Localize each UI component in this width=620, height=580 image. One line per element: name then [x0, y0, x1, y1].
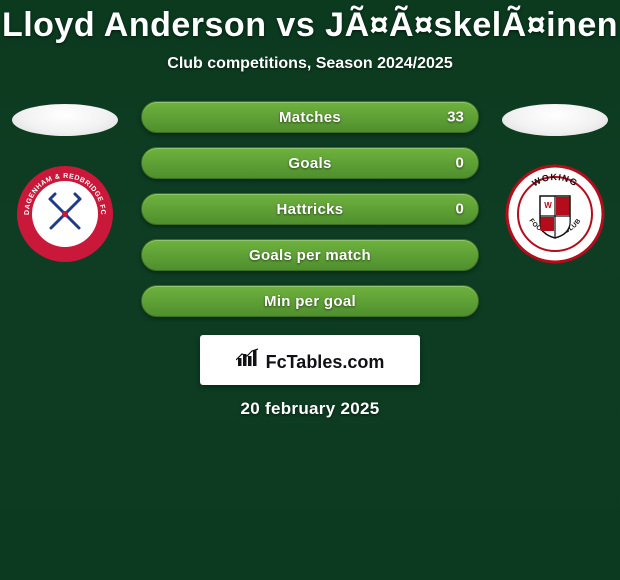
comparison-body: DAGENHAM & REDBRIDGE FC 1992 Matches 33 — [0, 107, 620, 317]
stat-label: Matches — [279, 109, 341, 126]
left-player-silhouette — [12, 104, 118, 136]
page-subtitle: Club competitions, Season 2024/2025 — [0, 55, 620, 73]
brand-text: FcTables.com — [266, 352, 385, 373]
stat-label: Hattricks — [277, 201, 344, 218]
svg-text:1992: 1992 — [55, 226, 74, 236]
stat-label: Goals — [288, 155, 331, 172]
brand-inner: FcTables.com — [236, 348, 385, 373]
brand-badge: FcTables.com — [200, 335, 420, 385]
stat-bar-hattricks: Hattricks 0 — [141, 193, 479, 225]
stat-label: Min per goal — [264, 293, 356, 310]
right-club-crest: WOKING FOOTBALL CLUB W — [505, 164, 605, 264]
woking-crest-icon: WOKING FOOTBALL CLUB W — [505, 164, 605, 264]
stat-bar-goals: Goals 0 — [141, 147, 479, 179]
svg-text:W: W — [545, 201, 553, 210]
page-title: Lloyd Anderson vs JÃ¤Ã¤skelÃ¤inen — [0, 0, 620, 45]
stat-label: Goals per match — [249, 247, 371, 264]
stat-bar-min-per-goal: Min per goal — [141, 285, 479, 317]
infographic-date: 20 february 2025 — [0, 399, 620, 419]
stat-bars: Matches 33 Goals 0 Hattricks 0 Goals per… — [141, 101, 479, 317]
stat-value-right: 0 — [455, 155, 463, 172]
stat-bar-goals-per-match: Goals per match — [141, 239, 479, 271]
stat-value-right: 0 — [455, 201, 463, 218]
dagenham-redbridge-crest-icon: DAGENHAM & REDBRIDGE FC 1992 — [15, 164, 115, 264]
right-side: WOKING FOOTBALL CLUB W — [501, 107, 610, 264]
left-side: DAGENHAM & REDBRIDGE FC 1992 — [10, 107, 119, 264]
bar-chart-icon — [236, 348, 260, 368]
stat-bar-matches: Matches 33 — [141, 101, 479, 133]
right-player-silhouette — [502, 104, 608, 136]
left-club-crest: DAGENHAM & REDBRIDGE FC 1992 — [15, 164, 115, 264]
stat-value-right: 33 — [447, 109, 464, 126]
